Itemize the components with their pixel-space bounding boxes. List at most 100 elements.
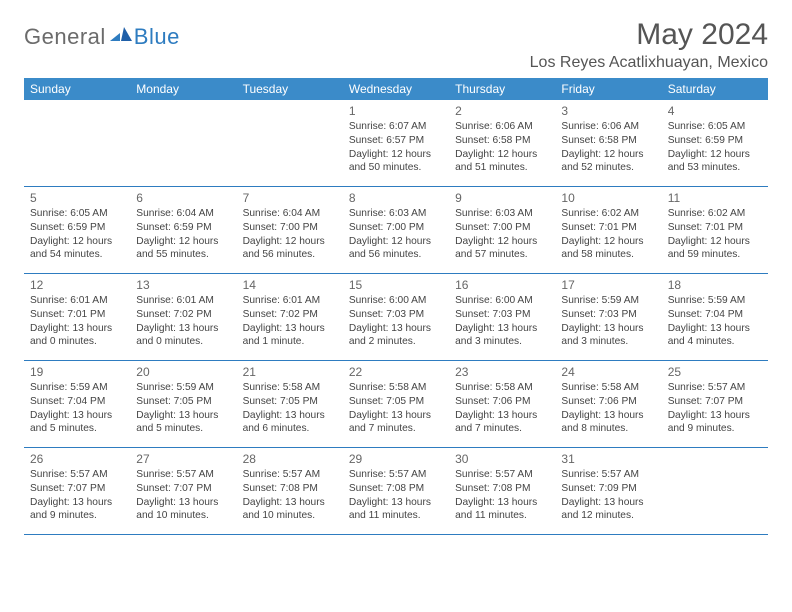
day-number: 30 (455, 452, 549, 466)
day-cell (24, 100, 130, 186)
day-cell: 16Sunrise: 6:00 AMSunset: 7:03 PMDayligh… (449, 274, 555, 360)
day-sunrise: Sunrise: 6:01 AM (30, 294, 124, 308)
day-dl1: Daylight: 13 hours (561, 322, 655, 336)
day-sunrise: Sunrise: 5:59 AM (30, 381, 124, 395)
day-dl1: Daylight: 12 hours (455, 148, 549, 162)
day-dl2: and 59 minutes. (668, 248, 762, 262)
day-number: 16 (455, 278, 549, 292)
weeks-container: 1Sunrise: 6:07 AMSunset: 6:57 PMDaylight… (24, 100, 768, 535)
title-block: May 2024 Los Reyes Acatlixhuayan, Mexico (530, 18, 768, 72)
day-sunset: Sunset: 7:00 PM (349, 221, 443, 235)
day-dl1: Daylight: 13 hours (136, 322, 230, 336)
day-sunset: Sunset: 6:59 PM (136, 221, 230, 235)
day-number: 3 (561, 104, 655, 118)
location: Los Reyes Acatlixhuayan, Mexico (530, 54, 768, 72)
day-sunrise: Sunrise: 5:57 AM (243, 468, 337, 482)
day-dl1: Daylight: 13 hours (349, 322, 443, 336)
day-sunset: Sunset: 7:04 PM (30, 395, 124, 409)
logo-text-blue: Blue (134, 24, 180, 50)
day-cell: 30Sunrise: 5:57 AMSunset: 7:08 PMDayligh… (449, 448, 555, 534)
day-number: 21 (243, 365, 337, 379)
day-sunset: Sunset: 6:59 PM (30, 221, 124, 235)
weekday-header: Tuesday (237, 78, 343, 100)
day-sunrise: Sunrise: 5:59 AM (136, 381, 230, 395)
day-sunset: Sunset: 7:08 PM (243, 482, 337, 496)
day-number: 31 (561, 452, 655, 466)
day-number: 20 (136, 365, 230, 379)
month-title: May 2024 (530, 18, 768, 52)
day-cell (237, 100, 343, 186)
day-cell: 18Sunrise: 5:59 AMSunset: 7:04 PMDayligh… (662, 274, 768, 360)
day-sunrise: Sunrise: 6:03 AM (455, 207, 549, 221)
day-cell: 3Sunrise: 6:06 AMSunset: 6:58 PMDaylight… (555, 100, 661, 186)
day-sunrise: Sunrise: 6:02 AM (668, 207, 762, 221)
weekday-header: Wednesday (343, 78, 449, 100)
week-row: 19Sunrise: 5:59 AMSunset: 7:04 PMDayligh… (24, 361, 768, 448)
day-number: 25 (668, 365, 762, 379)
day-number: 14 (243, 278, 337, 292)
day-number: 17 (561, 278, 655, 292)
day-number: 7 (243, 191, 337, 205)
day-dl2: and 5 minutes. (136, 422, 230, 436)
day-sunset: Sunset: 7:03 PM (561, 308, 655, 322)
day-dl2: and 9 minutes. (30, 509, 124, 523)
day-sunrise: Sunrise: 5:59 AM (561, 294, 655, 308)
day-sunset: Sunset: 7:00 PM (455, 221, 549, 235)
day-number: 18 (668, 278, 762, 292)
day-sunset: Sunset: 7:09 PM (561, 482, 655, 496)
day-dl1: Daylight: 13 hours (30, 322, 124, 336)
day-number: 27 (136, 452, 230, 466)
day-dl2: and 12 minutes. (561, 509, 655, 523)
day-sunrise: Sunrise: 5:57 AM (136, 468, 230, 482)
day-sunset: Sunset: 7:08 PM (349, 482, 443, 496)
day-cell: 25Sunrise: 5:57 AMSunset: 7:07 PMDayligh… (662, 361, 768, 447)
day-sunrise: Sunrise: 5:58 AM (349, 381, 443, 395)
day-number: 1 (349, 104, 443, 118)
day-sunset: Sunset: 7:06 PM (561, 395, 655, 409)
day-dl2: and 10 minutes. (243, 509, 337, 523)
day-number: 8 (349, 191, 443, 205)
day-sunset: Sunset: 7:05 PM (243, 395, 337, 409)
day-sunset: Sunset: 6:59 PM (668, 134, 762, 148)
day-dl1: Daylight: 13 hours (561, 496, 655, 510)
day-dl2: and 57 minutes. (455, 248, 549, 262)
day-cell: 26Sunrise: 5:57 AMSunset: 7:07 PMDayligh… (24, 448, 130, 534)
week-row: 5Sunrise: 6:05 AMSunset: 6:59 PMDaylight… (24, 187, 768, 274)
day-dl2: and 0 minutes. (30, 335, 124, 349)
day-sunrise: Sunrise: 6:02 AM (561, 207, 655, 221)
day-sunrise: Sunrise: 5:57 AM (30, 468, 124, 482)
day-number: 15 (349, 278, 443, 292)
day-dl2: and 56 minutes. (349, 248, 443, 262)
calendar-grid: Sunday Monday Tuesday Wednesday Thursday… (24, 78, 768, 535)
weekday-header: Monday (130, 78, 236, 100)
day-dl2: and 52 minutes. (561, 161, 655, 175)
day-sunrise: Sunrise: 6:00 AM (349, 294, 443, 308)
day-cell: 5Sunrise: 6:05 AMSunset: 6:59 PMDaylight… (24, 187, 130, 273)
day-sunrise: Sunrise: 6:04 AM (136, 207, 230, 221)
day-cell: 31 Sunrise: 5:57 AMSunset: 7:09 PMDayligh… (555, 448, 661, 534)
day-cell: 14Sunrise: 6:01 AMSunset: 7:02 PMDayligh… (237, 274, 343, 360)
day-sunrise: Sunrise: 5:57 AM (668, 381, 762, 395)
day-dl2: and 2 minutes. (349, 335, 443, 349)
day-number: 28 (243, 452, 337, 466)
day-dl1: Daylight: 13 hours (668, 409, 762, 423)
day-dl1: Daylight: 13 hours (30, 496, 124, 510)
day-sunset: Sunset: 7:05 PM (349, 395, 443, 409)
day-sunrise: Sunrise: 6:01 AM (243, 294, 337, 308)
day-sunrise: Sunrise: 5:57 AM (561, 468, 655, 482)
day-dl2: and 58 minutes. (561, 248, 655, 262)
day-sunset: Sunset: 7:05 PM (136, 395, 230, 409)
week-row: 12Sunrise: 6:01 AMSunset: 7:01 PMDayligh… (24, 274, 768, 361)
day-sunset: Sunset: 6:57 PM (349, 134, 443, 148)
day-sunrise: Sunrise: 6:01 AM (136, 294, 230, 308)
day-dl1: Daylight: 12 hours (243, 235, 337, 249)
day-number: 22 (349, 365, 443, 379)
day-sunrise: Sunrise: 6:05 AM (30, 207, 124, 221)
day-cell: 8Sunrise: 6:03 AMSunset: 7:00 PMDaylight… (343, 187, 449, 273)
day-sunset: Sunset: 7:07 PM (30, 482, 124, 496)
day-dl2: and 3 minutes. (561, 335, 655, 349)
day-sunrise: Sunrise: 6:06 AM (455, 120, 549, 134)
day-sunrise: Sunrise: 5:58 AM (561, 381, 655, 395)
day-cell: 20Sunrise: 5:59 AMSunset: 7:05 PMDayligh… (130, 361, 236, 447)
day-cell: 19Sunrise: 5:59 AMSunset: 7:04 PMDayligh… (24, 361, 130, 447)
